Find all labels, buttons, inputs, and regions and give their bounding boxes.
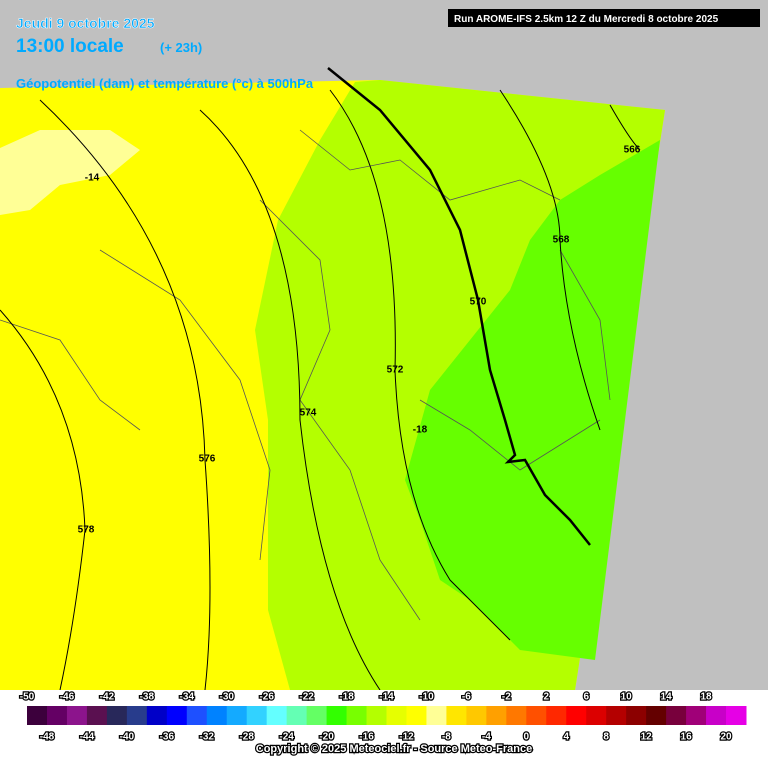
- colorbar-swatch: [706, 706, 727, 725]
- colorbar-label: -4: [482, 732, 491, 743]
- colorbar-label: 10: [621, 692, 633, 703]
- contour-570: [327, 67, 591, 546]
- colorbar-swatch: [86, 706, 108, 725]
- colorbar-swatch: [106, 706, 128, 725]
- colorbar-label: -16: [359, 732, 374, 743]
- colorbar-label: 2: [543, 692, 549, 703]
- colorbar: -50-48-46-44-42-40-38-36-34-32-30-28-26-…: [19, 690, 747, 744]
- colorbar-label: -44: [80, 732, 95, 743]
- colorbar-label: -34: [180, 692, 195, 703]
- colorbar-label: -6: [462, 692, 471, 703]
- colorbar-swatch: [206, 706, 228, 725]
- colorbar-swatch: [226, 706, 248, 725]
- contour-label: 566: [624, 145, 641, 156]
- colorbar-label: -46: [60, 692, 75, 703]
- colorbar-swatch: [586, 706, 607, 725]
- colorbar-swatch: [406, 706, 427, 725]
- colorbar-label: 0: [524, 732, 530, 743]
- colorbar-label: -20: [319, 732, 334, 743]
- contour-label: 568: [553, 235, 570, 246]
- contour-label: 572: [387, 365, 404, 376]
- contour-label: 570: [470, 297, 487, 308]
- colorbar-label: -38: [140, 692, 155, 703]
- colorbar-label: 4: [563, 732, 569, 743]
- colorbar-swatch: [306, 706, 328, 725]
- colorbar-swatch: [546, 706, 567, 725]
- colorbar-swatch: [66, 706, 88, 725]
- colorbar-swatch: [446, 706, 467, 725]
- contour-label: 578: [78, 525, 95, 536]
- run-box: [448, 9, 760, 27]
- colorbar-swatch: [666, 706, 687, 725]
- colorbar-label: -22: [299, 692, 314, 703]
- colorbar-swatch: [606, 706, 627, 725]
- colorbar-label: 20: [720, 732, 732, 743]
- colorbar-swatch: [506, 706, 527, 725]
- colorbar-swatch: [266, 706, 288, 725]
- colorbar-label: 12: [641, 732, 653, 743]
- colorbar-swatch: [46, 706, 68, 725]
- colorbar-label: -30: [219, 692, 234, 703]
- contour-label: -14: [85, 173, 100, 184]
- colorbar-label: -2: [502, 692, 511, 703]
- colorbar-swatch: [246, 706, 268, 725]
- colorbar-swatch: [366, 706, 387, 725]
- colorbar-swatch: [286, 706, 308, 725]
- temp-zone-green: [405, 140, 660, 660]
- colorbar-label: -12: [399, 732, 414, 743]
- colorbar-swatch: [166, 706, 188, 725]
- colorbar-swatch: [566, 706, 587, 725]
- date: Jeudi 9 octobre 2025: [16, 15, 155, 31]
- colorbar-swatch: [486, 706, 507, 725]
- colorbar-swatch: [466, 706, 487, 725]
- colorbar-swatch: [27, 706, 48, 725]
- colorbar-label: -8: [442, 732, 451, 743]
- colorbar-label: 8: [603, 732, 609, 743]
- colorbar-swatch: [126, 706, 148, 725]
- colorbar-swatch: [686, 706, 707, 725]
- run: Run AROME-IFS 2.5km 12 Z du Mercredi 8 o…: [454, 14, 719, 25]
- colorbar-label: -50: [20, 692, 35, 703]
- legend-background: [0, 690, 768, 768]
- colorbar-swatch: [526, 706, 547, 725]
- colorbar-label: 14: [661, 692, 673, 703]
- copyright: Copyright © 2025 Meteociel.fr - Source M…: [256, 743, 532, 755]
- field: Géopotentiel (dam) et température (°c) à…: [16, 76, 314, 91]
- time: 13:00 locale: [16, 36, 124, 57]
- lead: (+ 23h): [160, 40, 202, 55]
- colorbar-label: -28: [239, 732, 254, 743]
- colorbar-label: 16: [681, 732, 693, 743]
- colorbar-label: -14: [379, 692, 394, 703]
- colorbar-swatch: [646, 706, 667, 725]
- colorbar-swatch: [146, 706, 168, 725]
- colorbar-label: -40: [120, 732, 135, 743]
- colorbar-swatch: [326, 706, 348, 725]
- contours: [0, 89, 641, 691]
- colorbar-label: -42: [100, 692, 115, 703]
- temp-zone-light: [0, 130, 140, 215]
- colorbar-label: 6: [583, 692, 589, 703]
- colorbar-swatch: [626, 706, 647, 725]
- colorbar-label: -48: [40, 732, 55, 743]
- contour-label: 574: [300, 408, 317, 419]
- colorbar-swatch: [186, 706, 208, 725]
- contour-label: -18: [413, 425, 428, 436]
- colorbar-swatch: [426, 706, 447, 725]
- colorbar-swatch: [726, 706, 747, 725]
- colorbar-swatch: [386, 706, 407, 725]
- contour-label: 576: [199, 454, 216, 465]
- colorbar-label: 18: [700, 692, 712, 703]
- colorbar-label: -24: [279, 732, 294, 743]
- colorbar-label: -10: [419, 692, 434, 703]
- colorbar-label: -32: [200, 732, 215, 743]
- colorbar-swatch: [346, 706, 368, 725]
- colorbar-label: -36: [160, 732, 175, 743]
- colorbar-label: -18: [339, 692, 354, 703]
- colorbar-label: -26: [259, 692, 274, 703]
